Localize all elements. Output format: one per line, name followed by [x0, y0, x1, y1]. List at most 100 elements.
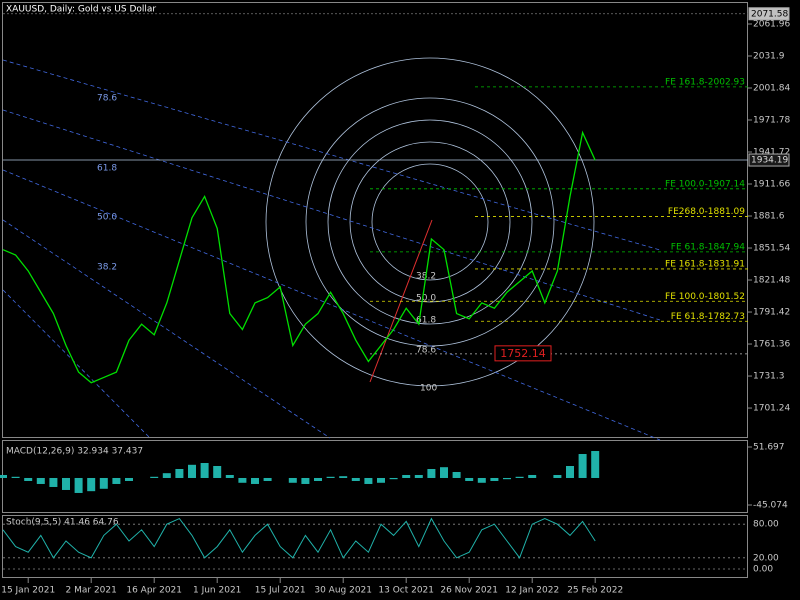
x-tick-label: 13 Oct 2021 [378, 586, 434, 596]
macd-bar [99, 477, 108, 489]
macd-bar [578, 454, 587, 478]
fan-label: 78.6 [97, 94, 117, 104]
price-box [748, 7, 790, 21]
fan-label: 50.0 [97, 213, 117, 223]
macd-bar [477, 477, 486, 483]
x-tick-label: 12 Jan 2022 [505, 586, 559, 596]
macd-bar [49, 477, 58, 487]
fan-label: 38.2 [97, 263, 117, 273]
macd-bar [465, 477, 474, 481]
fib-circles [265, 57, 595, 387]
circle-label: 78.6 [416, 346, 436, 356]
macd-bar [339, 476, 348, 478]
fib-circle [327, 119, 533, 325]
macd-bar [200, 463, 209, 478]
macd-tick-label: -45.074 [753, 501, 788, 511]
stoch-tick-label: 20.00 [753, 553, 779, 563]
y-tick-label: 1941.72 [753, 148, 790, 158]
macd-bar [389, 477, 398, 480]
fib-circle [265, 57, 595, 387]
macd-bar [566, 465, 574, 478]
y-tick-label: 1701.24 [753, 404, 790, 414]
macd-bar [251, 477, 259, 484]
red-marker-box [494, 345, 552, 362]
macd-bar [150, 476, 159, 478]
macd-bar [112, 477, 121, 484]
macd-bar [213, 465, 222, 478]
macd-bar [238, 477, 247, 483]
chart-title: XAUUSD, Daily: Gold vs US Dollar [6, 5, 156, 15]
x-tick-label: 1 Jun 2021 [193, 586, 241, 596]
macd-bar [314, 477, 322, 481]
macd-bar [490, 477, 499, 481]
price-box [748, 153, 790, 167]
macd-bar [364, 477, 373, 484]
fib-label: FE 161.8-1831.91 [665, 259, 745, 269]
fib-circle [349, 141, 511, 303]
y-tick-label: 2001.84 [753, 84, 790, 94]
macd-bar [377, 477, 385, 483]
fib-label: FE 100.0-1801.52 [665, 292, 745, 302]
y-tick-label: 1821.48 [753, 276, 790, 286]
macd-tick-label: 51.697 [753, 443, 785, 453]
macd-bar [440, 467, 448, 478]
y-tick-label: 2061.96 [753, 19, 790, 29]
macd-bar [553, 474, 562, 478]
macd-bar [125, 477, 133, 481]
price-box-label: 2071.58 [751, 9, 788, 19]
macd-bar [515, 476, 524, 478]
macd-bar [62, 477, 70, 490]
x-tick-label: 30 Aug 2021 [314, 586, 372, 596]
y-tick-label: 1911.66 [753, 180, 790, 190]
circle-label: 100 [420, 384, 437, 394]
fib-label: FE 161.8-2002.93 [665, 77, 745, 87]
stoch-tick-label: 80.00 [753, 520, 779, 530]
main-frame [2, 2, 748, 438]
circle-label: 50.0 [416, 294, 436, 304]
macd-bar [452, 471, 461, 478]
fib-circle [371, 163, 489, 281]
y-tick-label: 1881.6 [753, 212, 785, 222]
macd-bar [591, 451, 600, 478]
stoch-label: Stoch(9,5,5) 41.46 64.76 [6, 518, 119, 528]
macd-bar [225, 474, 234, 478]
x-tick-label: 15 Jul 2021 [255, 586, 306, 596]
price-box-label: 1934.19 [751, 156, 788, 166]
macd-bar [24, 477, 33, 481]
macd-label: MACD(12,26,9) 32.934 37.437 [6, 447, 143, 457]
stoch-tick-label: 0.00 [753, 565, 773, 575]
fan-label: 61.8 [97, 164, 117, 174]
fib-label: FE 100.0-1907.14 [665, 179, 745, 189]
y-tick-label: 1971.78 [753, 116, 790, 126]
stoch-frame [2, 515, 748, 578]
x-tick-label: 16 Apr 2021 [126, 586, 182, 596]
x-tick-label: 15 Jan 2021 [1, 586, 55, 596]
x-tick-label: 25 Feb 2022 [567, 586, 623, 596]
fan-line [2, 219, 331, 439]
fan-line [2, 109, 661, 321]
macd-bar [36, 477, 45, 484]
red-marker-label: 1752.14 [500, 347, 546, 360]
macd-bar [11, 476, 20, 478]
macd-bar [162, 473, 171, 478]
macd-bar [503, 477, 511, 480]
x-tick-label: 2 Mar 2021 [66, 586, 117, 596]
fib-label: FE 61.8-1782.73 [671, 312, 745, 322]
fib-label: FE268.0-1881.09 [668, 207, 745, 217]
macd-bar [188, 464, 196, 478]
macd-bar [528, 474, 537, 478]
y-tick-label: 1851.54 [753, 244, 790, 254]
y-tick-label: 2031.9 [753, 52, 785, 62]
y-tick-label: 1791.42 [753, 308, 790, 318]
stoch-line [2, 517, 596, 559]
fan-line [2, 169, 661, 441]
macd-bar [175, 468, 184, 478]
x-tick-label: 26 Nov 2021 [440, 586, 498, 596]
macd-bar [288, 477, 297, 483]
circle-label: 61.8 [416, 316, 436, 326]
fan-line [2, 59, 661, 251]
macd-bar [427, 468, 436, 478]
fib-fan [2, 59, 661, 441]
